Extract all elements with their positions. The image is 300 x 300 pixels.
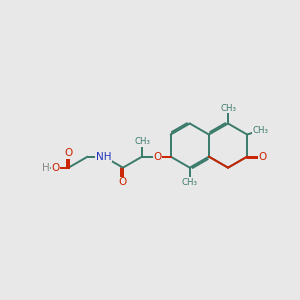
Text: CH₃: CH₃ <box>134 137 150 146</box>
Text: CH₃: CH₃ <box>220 104 236 113</box>
Text: CH₃: CH₃ <box>252 126 268 135</box>
Text: O: O <box>258 152 267 162</box>
Text: O: O <box>64 148 73 158</box>
Text: CH₃: CH₃ <box>182 178 198 187</box>
Text: O: O <box>153 152 161 162</box>
Text: H: H <box>42 163 50 173</box>
Text: O: O <box>119 177 127 188</box>
Text: O: O <box>51 163 59 173</box>
Text: NH: NH <box>96 152 112 162</box>
